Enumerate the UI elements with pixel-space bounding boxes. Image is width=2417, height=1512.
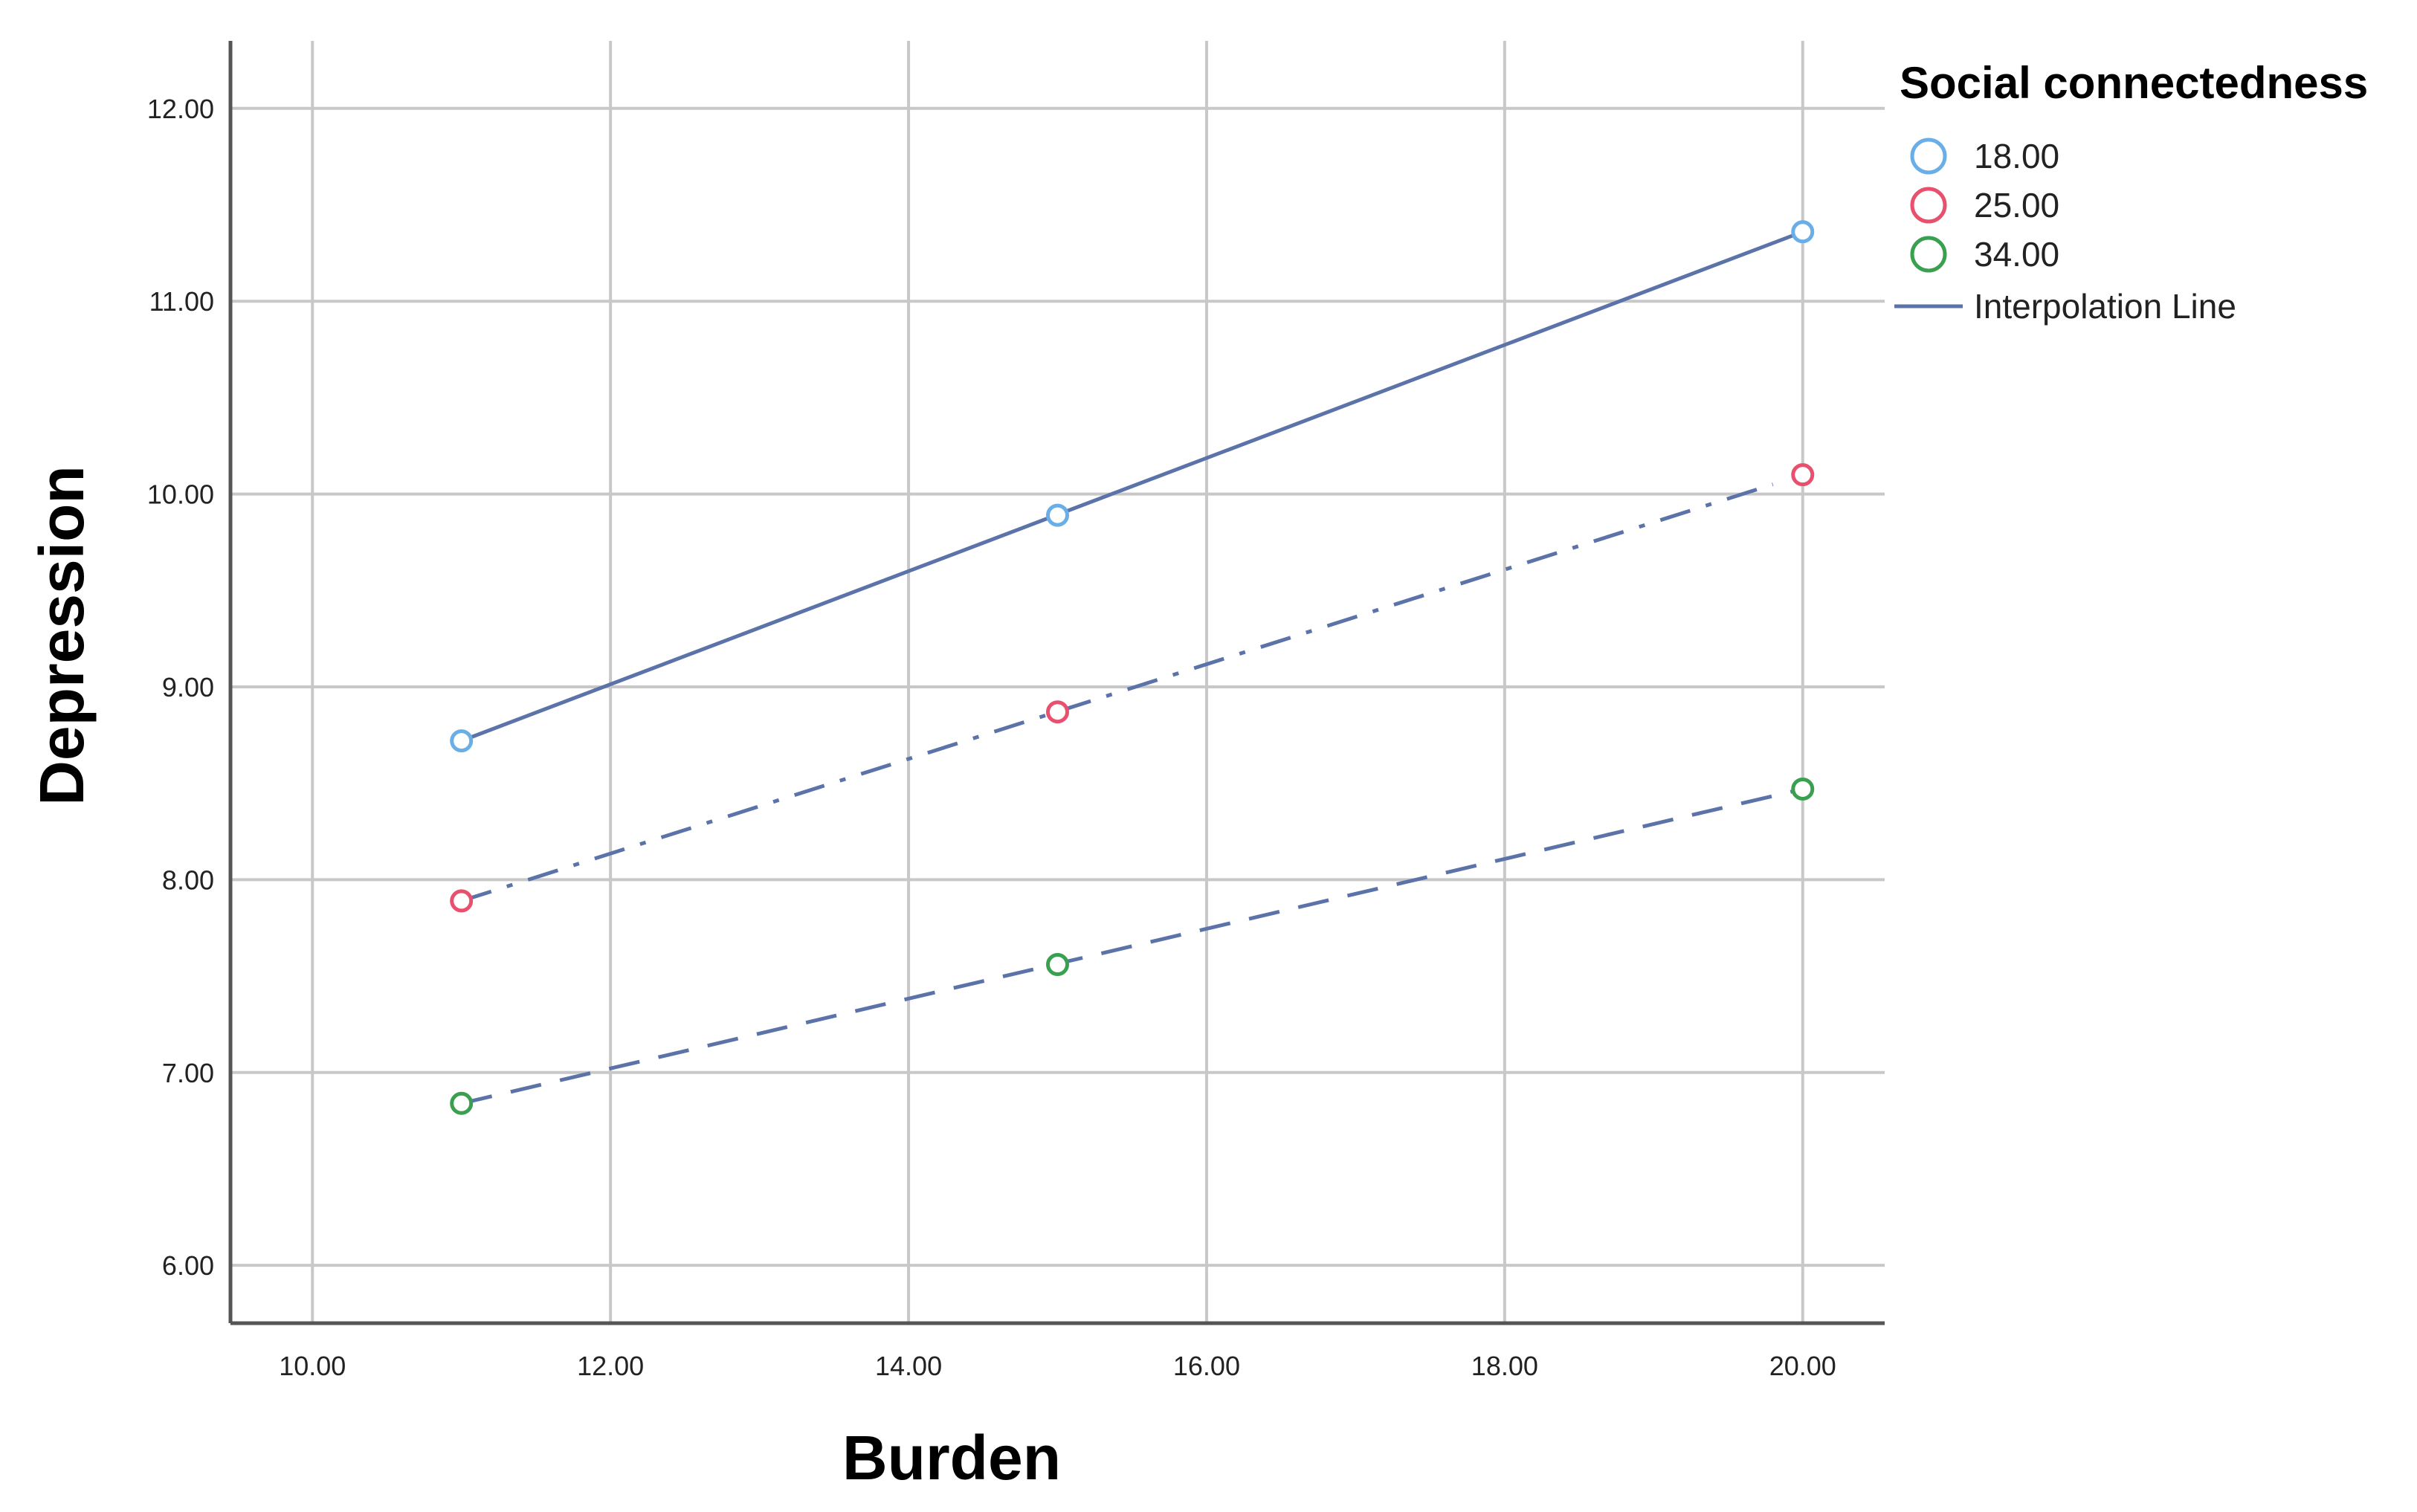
x-tick-label: 10.00	[279, 1351, 346, 1381]
y-gridlines	[230, 106, 1885, 1267]
data-point-25-00	[450, 889, 474, 913]
y-axis-title: Depression	[27, 465, 97, 806]
y-tick-label: 7.00	[162, 1058, 214, 1088]
legend-label-25-00: 25.00	[1974, 186, 2059, 224]
x-tick-labels: 10.00 12.00 14.00 16.00 18.00 20.00	[279, 1351, 1836, 1381]
data-points	[450, 220, 1815, 1115]
x-axis-title: Burden	[842, 1423, 1061, 1493]
x-tick-label: 18.00	[1471, 1351, 1538, 1381]
data-point-34-00	[450, 1091, 474, 1115]
data-point-34-00	[1046, 953, 1069, 977]
data-point-34-00	[1791, 777, 1815, 801]
y-tick-label: 12.00	[147, 94, 214, 124]
y-tick-label: 11.00	[149, 286, 214, 317]
x-tick-label: 16.00	[1173, 1351, 1240, 1381]
x-tick-label: 14.00	[875, 1351, 942, 1381]
legend: Social connectedness 18.00 25.00 34.00 Int…	[1894, 58, 2368, 326]
x-gridlines	[311, 41, 1804, 1323]
legend-label-18-00: 18.00	[1974, 137, 2059, 175]
data-point-18-00	[1791, 220, 1815, 244]
interpolation-line-34-00	[461, 787, 1804, 1105]
data-point-25-00	[1791, 463, 1815, 487]
y-tick-label: 9.00	[162, 672, 214, 702]
y-tick-label: 8.00	[162, 865, 214, 895]
legend-marker-34-00	[1910, 236, 1947, 273]
y-tick-label: 6.00	[162, 1250, 214, 1281]
y-tick-label: 10.00	[147, 479, 214, 510]
legend-items: 18.00 25.00 34.00	[1910, 137, 2059, 274]
legend-interpolation-line-label: Interpolation Line	[1974, 287, 2236, 326]
x-tick-label: 12.00	[577, 1351, 644, 1381]
interpolation-line-18-00	[460, 230, 1804, 743]
legend-marker-25-00	[1910, 187, 1947, 224]
y-tick-labels: 6.00 7.00 8.00 9.00 10.00 11.00 12.00	[147, 94, 214, 1281]
data-point-18-00	[450, 729, 474, 753]
interpolation-lines	[460, 230, 1804, 1105]
legend-marker-18-00	[1910, 138, 1947, 175]
data-point-18-00	[1046, 503, 1069, 527]
legend-title: Social connectedness	[1900, 58, 2368, 108]
x-tick-label: 20.00	[1769, 1351, 1836, 1381]
data-point-25-00	[1046, 700, 1069, 724]
interpolation-line-25-00	[460, 482, 1774, 903]
legend-label-34-00: 34.00	[1974, 235, 2059, 274]
